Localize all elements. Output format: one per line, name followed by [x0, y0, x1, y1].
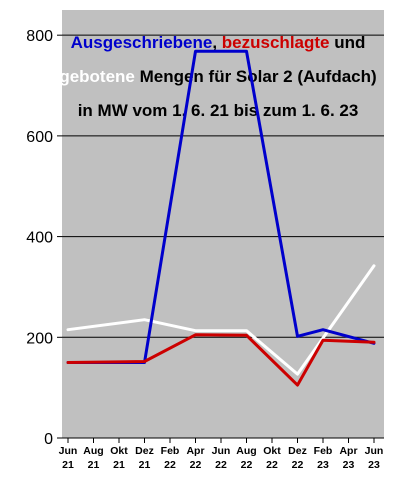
gridlines: [62, 34, 384, 338]
chart-title: Ausgeschriebene, bezuschlagte und geboten…: [59, 33, 376, 120]
x-tick-label-month: Jun: [212, 445, 231, 457]
x-tick-label-month: Aug: [83, 445, 103, 457]
series-lines: [66, 49, 376, 387]
x-tick-label-year: 22: [190, 459, 202, 471]
title-line-1: Ausgeschriebene, bezuschlagte und: [71, 33, 366, 52]
title-line-3: in MW vom 1. 6. 21 bis zum 1. 6. 23: [78, 101, 359, 120]
x-tick-label-month: Apr: [186, 445, 204, 457]
x-tick-label-month: Okt: [110, 445, 128, 457]
x-tick-label-month: Jun: [365, 445, 384, 457]
x-tick-label-month: Feb: [314, 445, 333, 457]
title-line-2: gebotene Mengen für Solar 2 (Aufdach): [59, 67, 376, 86]
x-tick-label-year: 22: [215, 459, 227, 471]
x-tick-label-year: 21: [139, 459, 151, 471]
x-tick-label-year: 23: [343, 459, 355, 471]
x-tick-label-year: 23: [317, 459, 329, 471]
x-tick-label-year: 22: [266, 459, 278, 471]
x-tick-label-year: 22: [292, 459, 304, 471]
x-tick-label-year: 21: [62, 459, 74, 471]
x-tick-label-month: Aug: [236, 445, 256, 457]
x-tick-label-month: Dez: [288, 445, 307, 457]
x-tick-label-month: Jun: [59, 445, 78, 457]
y-tick-label: 400: [26, 230, 53, 247]
x-tick-label-month: Apr: [339, 445, 357, 457]
x-tick-label-year: 21: [88, 459, 100, 471]
plot-area: [62, 10, 384, 438]
y-axis: 0 200 400 600 800: [26, 28, 62, 448]
x-tick-label-year: 22: [164, 459, 176, 471]
y-tick-label: 0: [44, 431, 53, 448]
x-axis: Jun 21 Aug 21 Okt 21 Dez 21 Feb 22 Apr 22 Jun 22 Aug 22…: [59, 438, 384, 471]
x-tick-label-year: 21: [113, 459, 125, 471]
y-tick-label: 200: [26, 330, 53, 347]
x-tick-label-year: 22: [241, 459, 253, 471]
x-tick-label-month: Dez: [135, 445, 154, 457]
series-line-geboten: [66, 264, 376, 376]
y-tick-label: 600: [26, 129, 53, 146]
series-line-bezuschlagt: [66, 333, 376, 387]
y-tick-label: 800: [26, 28, 53, 45]
x-tick-label-month: Feb: [161, 445, 180, 457]
x-tick-label-year: 23: [368, 459, 380, 471]
x-tick-label-month: Okt: [263, 445, 281, 457]
